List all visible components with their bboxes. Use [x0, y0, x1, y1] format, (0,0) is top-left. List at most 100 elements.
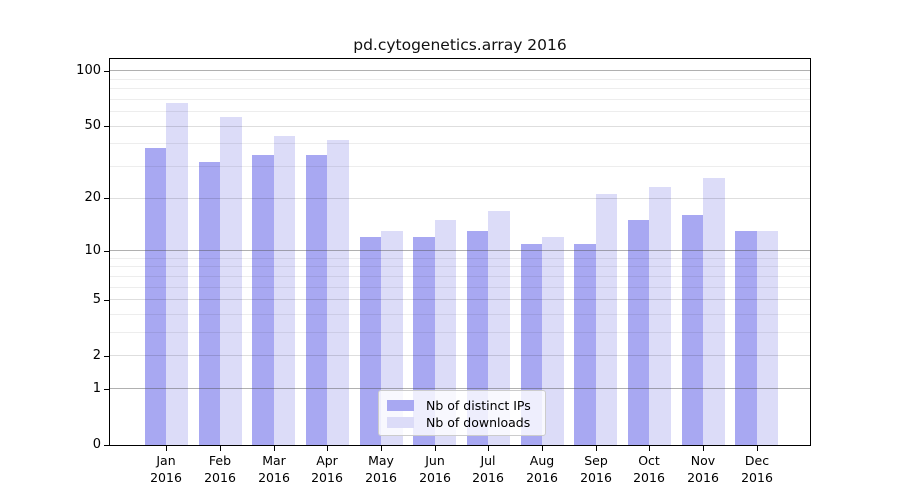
legend-row-ips: Nb of distinct IPs — [387, 397, 537, 414]
x-tick-label-sep: Sep 2016 — [568, 452, 624, 486]
y-tick-2 — [104, 356, 110, 357]
bar-downloads-apr — [327, 140, 349, 445]
x-label-month: Apr — [316, 453, 338, 468]
y-tick-label-100: 100 — [76, 63, 101, 78]
x-tick-label-oct: Oct 2016 — [621, 452, 677, 486]
x-tick-label-mar: Mar 2016 — [246, 452, 302, 486]
bar-downloads-nov — [703, 177, 725, 445]
x-tick-label-aug: Aug 2016 — [514, 452, 570, 486]
gridline-80 — [110, 88, 810, 90]
gridline-50 — [110, 125, 810, 127]
y-tick-1 — [104, 389, 110, 390]
y-tick-50 — [104, 126, 110, 127]
bar-downloads-jul — [488, 210, 510, 445]
x-tick-label-may: May 2016 — [353, 452, 409, 486]
gridline-60 — [110, 111, 810, 113]
bar-downloads-feb — [220, 117, 242, 445]
x-tick-dec — [757, 446, 758, 451]
y-tick-5 — [104, 300, 110, 301]
x-tick-label-dec: Dec 2016 — [729, 452, 785, 486]
x-tick-jan — [166, 446, 167, 451]
bar-ips-dec — [735, 231, 757, 445]
bar-ips-may — [359, 237, 382, 445]
x-tick-jul — [488, 446, 489, 451]
x-label-year: 2016 — [204, 470, 236, 485]
x-tick-label-jun: Jun 2016 — [407, 452, 463, 486]
y-tick-label-1: 1 — [92, 381, 101, 396]
x-label-month: Jul — [480, 453, 496, 468]
x-tick-nov — [703, 446, 704, 451]
bar-downloads-jun — [434, 220, 457, 445]
bar-downloads-oct — [649, 187, 671, 445]
legend-row-downloads: Nb of downloads — [387, 414, 537, 431]
x-label-month: Nov — [690, 453, 716, 468]
bar-ips-nov — [681, 215, 704, 445]
x-label-year: 2016 — [258, 470, 290, 485]
x-tick-feb — [220, 446, 221, 451]
x-label-year: 2016 — [419, 470, 451, 485]
bar-ips-apr — [305, 154, 328, 445]
bar-downloads-aug — [542, 237, 564, 445]
gridline-40 — [110, 143, 810, 145]
y-tick-label-2: 2 — [92, 348, 101, 363]
x-tick-aug — [542, 446, 543, 451]
x-tick-may — [381, 446, 382, 451]
plot-area — [109, 58, 811, 446]
x-tick-label-jan: Jan 2016 — [138, 452, 194, 486]
y-tick-20 — [104, 198, 110, 199]
legend-swatch-downloads — [387, 417, 414, 428]
x-tick-apr — [327, 446, 328, 451]
gridline-70 — [110, 98, 810, 100]
x-label-year: 2016 — [580, 470, 612, 485]
y-tick-label-10: 10 — [84, 243, 101, 258]
x-tick-oct — [649, 446, 650, 451]
bar-downloads-sep — [595, 194, 618, 445]
y-tick-0 — [104, 445, 110, 446]
x-label-month: Jun — [425, 453, 445, 468]
x-tick-label-feb: Feb 2016 — [192, 452, 248, 486]
x-label-year: 2016 — [365, 470, 397, 485]
x-label-month: Oct — [638, 453, 660, 468]
bar-ips-jan — [144, 148, 167, 445]
x-label-month: May — [368, 453, 394, 468]
x-label-month: Aug — [529, 453, 555, 468]
legend-swatch-ips — [387, 400, 414, 411]
y-tick-10 — [104, 251, 110, 252]
y-tick-label-20: 20 — [84, 190, 101, 205]
x-tick-sep — [596, 446, 597, 451]
bar-ips-sep — [574, 243, 596, 445]
x-label-year: 2016 — [633, 470, 665, 485]
legend: Nb of distinct IPs Nb of downloads — [378, 390, 546, 436]
chart-title: pd.cytogenetics.array 2016 — [353, 36, 567, 54]
x-tick-label-jul: Jul 2016 — [460, 452, 516, 486]
y-tick-label-5: 5 — [92, 292, 101, 307]
legend-label-downloads: Nb of downloads — [426, 415, 531, 430]
x-tick-label-nov: Nov 2016 — [675, 452, 731, 486]
x-tick-label-apr: Apr 2016 — [299, 452, 355, 486]
x-label-year: 2016 — [472, 470, 504, 485]
x-label-month: Feb — [208, 453, 232, 468]
x-label-month: Dec — [744, 453, 770, 468]
bar-ips-feb — [198, 161, 221, 445]
y-tick-100 — [104, 71, 110, 72]
bar-downloads-mar — [273, 136, 296, 445]
x-label-year: 2016 — [741, 470, 773, 485]
bar-downloads-jan — [166, 103, 188, 445]
x-label-year: 2016 — [526, 470, 558, 485]
y-tick-label-0: 0 — [92, 437, 101, 452]
x-tick-jun — [435, 446, 436, 451]
x-label-month: Mar — [262, 453, 286, 468]
x-tick-mar — [274, 446, 275, 451]
bar-ips-mar — [252, 154, 274, 445]
y-tick-label-50: 50 — [84, 118, 101, 133]
legend-label-ips: Nb of distinct IPs — [426, 398, 531, 413]
gridline-100 — [110, 70, 810, 72]
x-label-month: Sep — [584, 453, 608, 468]
x-label-year: 2016 — [150, 470, 182, 485]
x-label-year: 2016 — [687, 470, 719, 485]
gridline-90 — [110, 78, 810, 80]
bar-downloads-dec — [756, 231, 779, 445]
x-label-year: 2016 — [311, 470, 343, 485]
bar-ips-oct — [627, 220, 650, 445]
